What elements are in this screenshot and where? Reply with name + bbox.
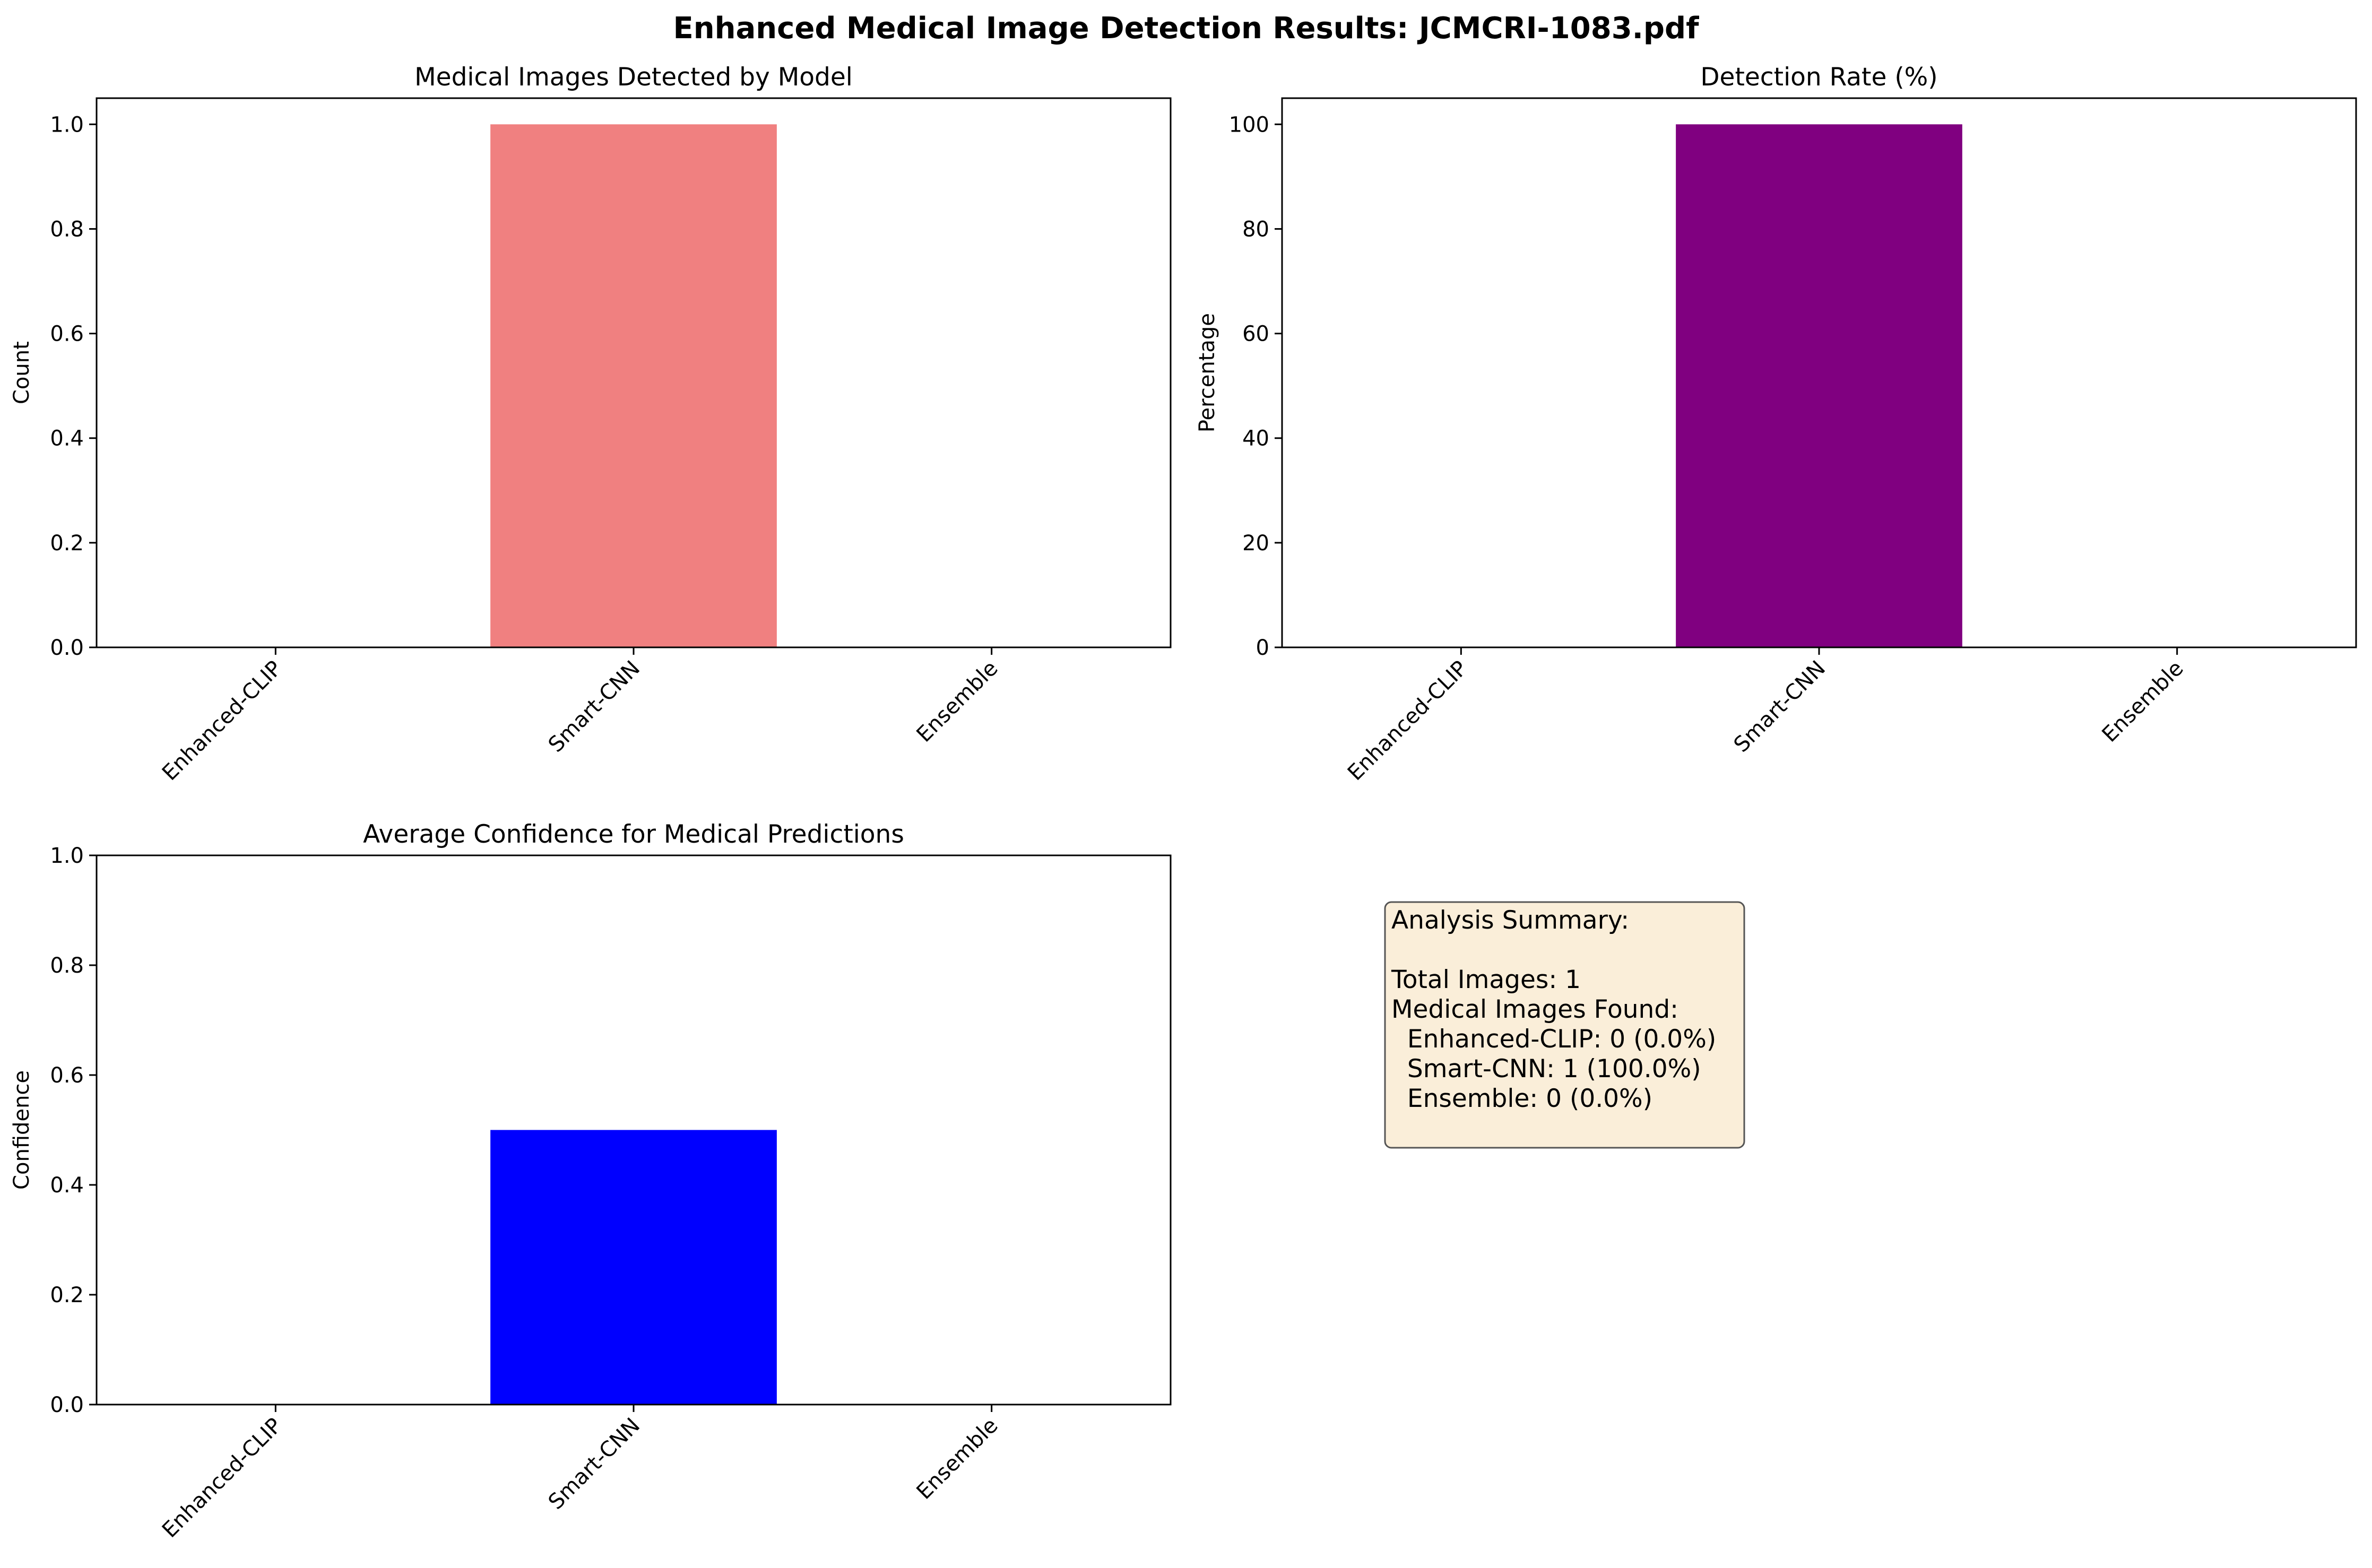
y-tick-label: 0.0 <box>50 1393 84 1417</box>
y-tick-label: 80 <box>1242 217 1269 241</box>
y-axis-label: Confidence <box>10 1070 34 1190</box>
y-tick-label: 40 <box>1242 427 1269 451</box>
y-tick-label: 20 <box>1242 531 1269 556</box>
summary-box <box>1384 901 1745 1149</box>
x-tick-label-ensemble: Ensemble <box>2098 656 2188 747</box>
y-tick-label: 60 <box>1242 322 1269 346</box>
summary-text: Analysis Summary: Total Images: 1Medical … <box>1391 906 1716 1113</box>
x-tick-label-ensemble: Ensemble <box>912 656 1003 747</box>
summary-line: Enhanced-CLIP: 0 (0.0%) <box>1391 1025 1716 1054</box>
y-axis-label: Count <box>10 341 34 404</box>
y-tick-label: 0.6 <box>50 322 84 346</box>
bar-smart-cnn <box>1676 124 1962 648</box>
summary-line: Smart-CNN: 1 (100.0%) <box>1391 1054 1701 1084</box>
x-tick-label-ensemble: Ensemble <box>912 1414 1003 1504</box>
x-tick-label-enhanced-clip: Enhanced-CLIP <box>1343 656 1473 786</box>
figure-title: Enhanced Medical Image Detection Results… <box>673 11 1700 46</box>
y-tick-label: 0.2 <box>50 531 84 556</box>
chart-medical-images-detected: 0.0 0.2 0.4 0.6 0.8 1.0 Enhanced-CLIP Smart-CNN… <box>10 63 1172 786</box>
y-tick-label: 0.4 <box>50 1173 84 1198</box>
summary-line: Total Images: 1 <box>1391 965 1581 994</box>
y-tick-label: 0.6 <box>50 1063 84 1088</box>
y-tick-label: 100 <box>1229 112 1269 137</box>
y-tick-label: 1.0 <box>50 112 84 137</box>
y-tick-label: 0.8 <box>50 954 84 978</box>
x-tick-label-smart-cnn: Smart-CNN <box>1729 656 1830 757</box>
bar-smart-cnn <box>490 124 777 648</box>
bar-smart-cnn <box>490 1130 777 1405</box>
y-tick-label: 0.0 <box>50 636 84 660</box>
y-tick-label: 0 <box>1256 636 1269 660</box>
y-tick-label: 1.0 <box>50 844 84 868</box>
chart-average-confidence: 0.0 0.2 0.4 0.6 0.8 1.0 Enhanced-CLIP Smart-CNN… <box>10 820 1172 1543</box>
y-axis-label: Percentage <box>1195 313 1219 432</box>
x-tick-label-enhanced-clip: Enhanced-CLIP <box>158 1414 287 1543</box>
y-tick-label: 0.4 <box>50 427 84 451</box>
y-tick-label: 0.2 <box>50 1283 84 1307</box>
summary-line: Ensemble: 0 (0.0%) <box>1391 1084 1652 1113</box>
chart-title: Detection Rate (%) <box>1700 63 1937 92</box>
chart-detection-rate: 0 20 40 60 80 100 Enhanced-CLIP Smart-CNN Ensemb… <box>1195 63 2357 786</box>
analysis-summary: Analysis Summary: Total Images: 1Medical … <box>1384 901 1745 1149</box>
summary-line: Analysis Summary: <box>1391 906 1629 935</box>
chart-title: Average Confidence for Medical Predictio… <box>363 820 904 849</box>
x-tick-label-enhanced-clip: Enhanced-CLIP <box>158 656 287 786</box>
chart-title: Medical Images Detected by Model <box>414 63 853 92</box>
summary-line: Medical Images Found: <box>1391 995 1678 1024</box>
y-tick-label: 0.8 <box>50 217 84 241</box>
x-tick-label-smart-cnn: Smart-CNN <box>544 1414 645 1514</box>
x-tick-label-smart-cnn: Smart-CNN <box>544 656 645 757</box>
